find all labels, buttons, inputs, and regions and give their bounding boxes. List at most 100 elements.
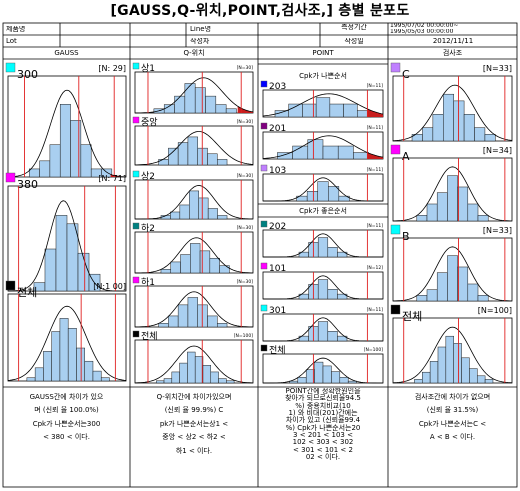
normal-curve	[263, 177, 383, 202]
normal-curve	[263, 233, 383, 258]
histogram-bar	[302, 103, 317, 118]
series-color-icon	[132, 222, 140, 230]
series-label: 전체	[17, 286, 37, 299]
histogram-bar	[168, 147, 179, 166]
note-point-line-4: 1) 와 비대(201)간에는	[288, 409, 358, 418]
histogram-bar	[189, 190, 199, 220]
normal-curve	[7, 89, 127, 178]
histogram-bar	[44, 248, 57, 292]
series-label: 103	[269, 166, 286, 176]
series-label: 전체	[141, 331, 158, 342]
histogram-panel: 300 [N: 29]	[5, 62, 127, 178]
histogram-bar	[422, 371, 431, 384]
n-badge: [N=30]	[237, 173, 254, 179]
histogram-bar	[467, 283, 479, 302]
histogram-bar	[314, 361, 324, 384]
series-label: 상1	[141, 63, 155, 74]
histogram-bar	[180, 254, 191, 274]
histogram-bar	[416, 295, 428, 302]
histogram-bar	[207, 153, 218, 166]
n-badge: [N=100]	[478, 306, 512, 315]
histogram-bar	[187, 351, 196, 384]
column-header-point: POINT	[312, 49, 334, 57]
n-badge: [N=30]	[237, 225, 254, 231]
histogram-bar	[158, 159, 169, 166]
normal-curve	[392, 166, 513, 222]
histogram-bar	[168, 315, 179, 328]
header-author-label: 작성자	[190, 38, 210, 45]
histogram-bar	[277, 152, 293, 160]
histogram-bar	[447, 255, 458, 302]
header-period-label: 측정기간	[341, 24, 367, 31]
histogram-bar	[59, 104, 71, 178]
histogram-bar	[331, 371, 341, 384]
series-color-icon	[390, 62, 401, 73]
histogram-bar	[80, 144, 92, 178]
histogram-bar	[207, 315, 218, 328]
header-product-label: 제품명	[6, 26, 26, 33]
histogram-panel: 201 [N=11]	[260, 122, 384, 160]
histogram-bar	[327, 247, 338, 258]
note-inspect-line-3: Cpk가 나쁜순서는C <	[418, 419, 487, 428]
series-label: 380	[17, 178, 38, 191]
histogram-panel: 380 [N: 71]	[5, 172, 127, 292]
series-color-icon	[260, 262, 268, 270]
histogram-bar	[353, 152, 369, 160]
normal-curve	[134, 345, 254, 384]
histogram-bar	[469, 368, 478, 384]
note-point-line-2: 찾아가 되므로신뢰율94.5	[285, 394, 361, 403]
histogram-panel: 하1 [N=30]	[132, 276, 254, 328]
histogram-bar	[426, 203, 438, 222]
normal-curve	[134, 237, 254, 274]
histogram-bar	[429, 361, 439, 384]
normal-curve	[7, 305, 127, 381]
normal-curve	[392, 246, 513, 302]
n-badge: [N: 71]	[98, 174, 126, 183]
n-badge: [N=33]	[483, 226, 512, 235]
n-badge: [N=33]	[483, 64, 512, 73]
note-q-position: Q-위치간에 차이가있으며 (신뢰 율 99.9%) C pk가 나쁜순서는상1…	[132, 393, 256, 485]
histogram-panel: 하2 [N=30]	[132, 222, 254, 274]
histogram-bar	[199, 250, 211, 274]
histogram-bar	[217, 159, 228, 166]
series-label: 중앙	[141, 116, 158, 128]
histogram-bar	[202, 365, 212, 384]
note-point-line-5: 차이가 있고 (신뢰율99.4	[285, 416, 361, 425]
histogram-bar	[477, 295, 489, 302]
histogram-panel: 301 [N=11]	[260, 304, 384, 342]
note-point-line-7: 3 < 201 < 103 <	[293, 431, 353, 440]
histogram-bar	[306, 191, 318, 202]
histogram-bar	[467, 203, 479, 222]
histogram-bar	[484, 134, 496, 142]
n-badge: [N=30]	[237, 65, 254, 71]
grid-lines	[2, 22, 518, 488]
header-lot-label: Lot	[6, 38, 17, 45]
note-gauss-line-3: Cpk가 나쁜순서는300	[32, 419, 101, 428]
n-badge: [N=11]	[367, 167, 384, 173]
histogram-bar	[160, 269, 171, 274]
histogram-bar	[101, 168, 113, 178]
normal-curve	[134, 131, 254, 166]
histogram-bar	[184, 83, 196, 114]
column-header-gauss: GAUSS	[54, 49, 79, 57]
header-date-value: 2012/11/11	[432, 38, 474, 45]
header-line-label: Line명	[190, 26, 212, 33]
normal-curve	[262, 135, 384, 159]
column-header-inspection-group: 검사조	[442, 49, 463, 57]
histogram-bar	[51, 331, 61, 382]
histogram-bar	[317, 181, 329, 202]
series-label: C	[402, 68, 410, 81]
note-gauss-line-1: GAUSS간에 차이가 있으	[29, 393, 104, 401]
series-color-icon	[260, 220, 268, 228]
series-color-icon	[5, 280, 16, 291]
histogram-bar	[347, 380, 357, 384]
histogram-bar	[327, 331, 338, 342]
header-period-end: 1995/05/03 00:00:00	[390, 29, 454, 35]
histogram-bar	[55, 215, 68, 292]
series-label: 300	[17, 68, 38, 81]
series-color-icon	[260, 304, 268, 312]
series-color-icon	[260, 122, 268, 130]
series-color-icon	[132, 116, 140, 124]
